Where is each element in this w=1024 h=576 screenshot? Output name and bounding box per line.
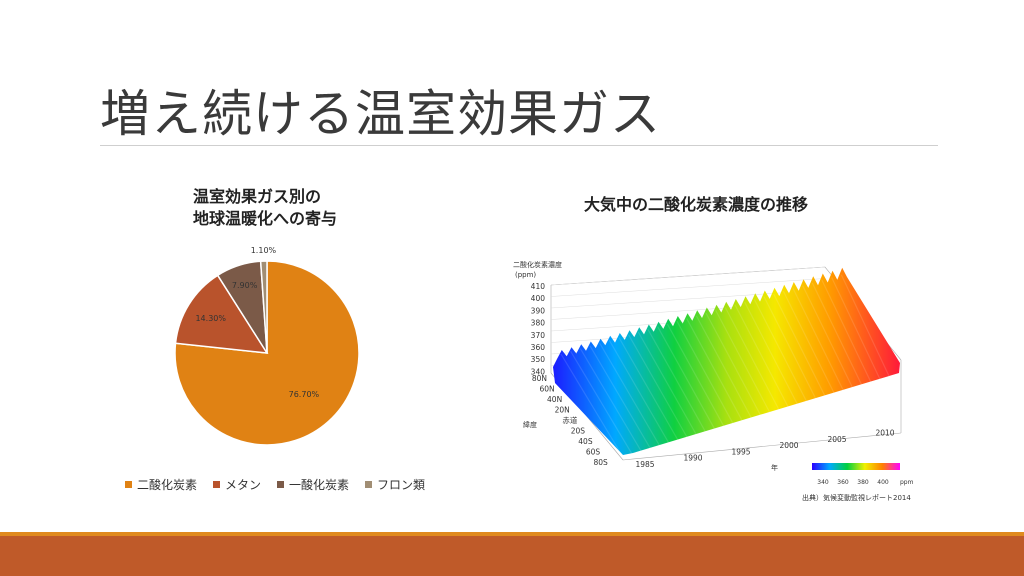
legend-swatch: [277, 481, 285, 488]
surface-chart-title: 大気中の二酸化炭素濃度の推移: [584, 195, 809, 214]
year-tick-label: 2000: [779, 441, 798, 450]
colorbar: [812, 463, 900, 470]
z-axis-label: 二酸化炭素濃度: [513, 260, 562, 269]
legend-label: 二酸化炭素: [137, 478, 198, 492]
colorbar-tick-label: 380: [857, 479, 869, 486]
footer-bar: [0, 536, 1024, 576]
pie-slice: [174, 274, 269, 354]
pie-chart-title: 温室効果ガス別の 地球温暖化への寄与: [193, 186, 337, 230]
year-tick-label: 1985: [635, 460, 654, 469]
legend-swatch: [213, 481, 221, 488]
pie-data-label: 1.10%: [251, 246, 277, 255]
surface-axis-labels: 二酸化炭素濃度 (ppm): [513, 260, 562, 279]
z-tick-label: 360: [531, 343, 546, 352]
latitude-tick-label: 40S: [578, 437, 593, 446]
pie-title-line1: 温室効果ガス別の: [193, 187, 322, 206]
year-tick-label: 2005: [827, 435, 846, 444]
pie-slice: [174, 260, 360, 446]
legend-item: フロン類: [365, 476, 425, 493]
z-tick-label: 340: [531, 367, 546, 376]
latitude-tick-label: 20N: [555, 406, 570, 415]
colorbar-tick-label: 340: [817, 479, 829, 486]
year-tick-label: 1990: [683, 454, 702, 463]
legend-swatch: [365, 481, 373, 488]
colorbar-unit: ppm: [900, 479, 914, 486]
z-tick-label: 350: [531, 355, 546, 364]
legend-label: メタン: [225, 478, 262, 492]
colorbar-tick-label: 360: [837, 479, 849, 486]
legend-swatch: [125, 481, 132, 488]
year-tick-label: 2010: [875, 429, 894, 438]
legend-label: 一酸化炭素: [289, 478, 350, 492]
title-divider: [100, 145, 938, 146]
year-axis-label: 年: [771, 463, 778, 472]
pie-data-label: 7.90%: [232, 281, 258, 290]
slide-title: 増え続ける温室効果ガス: [100, 85, 661, 143]
surface-plot: [553, 267, 900, 458]
pie-slice: [259, 260, 268, 354]
pie-title-line2: 地球温暖化への寄与: [193, 209, 338, 228]
footer-accent-bar: [0, 532, 1024, 536]
latitude-tick-label: 80N: [532, 374, 547, 383]
z-axis-ticks: 410 400 390 380 370 360 350 340: [531, 282, 546, 376]
pie-chart: 76.70% 14.30% 7.90% 1.10%: [174, 246, 360, 446]
latitude-tick-label: 80S: [593, 458, 608, 467]
legend-item: メタン: [213, 476, 261, 493]
z-tick-label: 390: [531, 306, 546, 315]
pie-legend: 二酸化炭素 メタン 一酸化炭素 フロン類: [125, 476, 425, 493]
pie-data-label: 14.30%: [195, 314, 226, 323]
latitude-tick-label: 60S: [586, 448, 601, 457]
latitude-tick-label: 40N: [547, 395, 562, 404]
co2-surface: [553, 267, 900, 455]
z-tick-label: 380: [531, 319, 546, 328]
year-ticks: 1985 1990 1995 2000 2005 2010: [635, 429, 894, 470]
latitude-tick-label: 赤道: [562, 415, 577, 425]
legend-label: フロン類: [377, 478, 426, 492]
z-tick-label: 370: [531, 331, 546, 340]
latitude-axis-label: 緯度: [523, 420, 537, 429]
colorbar-tick-label: 400: [877, 479, 889, 486]
z-tick-label: 410: [531, 282, 546, 291]
colorbar-ticks: 340 360 380 400: [817, 479, 889, 486]
legend-item: 二酸化炭素: [125, 476, 197, 493]
z-tick-label: 400: [531, 294, 546, 303]
latitude-tick-label: 60N: [539, 385, 554, 394]
latitude-tick-label: 20S: [571, 427, 586, 436]
z-axis-unit: (ppm): [515, 271, 536, 279]
legend-item: 一酸化炭素: [277, 476, 349, 493]
pie-data-label: 76.70%: [289, 390, 320, 399]
source-note: 出典）気候変動監視レポート2014: [802, 493, 911, 502]
co2-surface-chart: 二酸化炭素濃度 (ppm) 410 400 390 380 370 360 350 340 8…: [513, 260, 914, 502]
year-tick-label: 1995: [731, 447, 750, 456]
